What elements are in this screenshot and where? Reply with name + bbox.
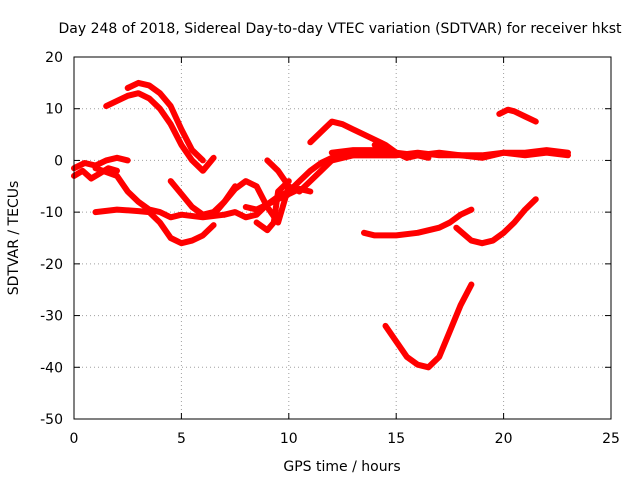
grid-lines: [74, 57, 611, 419]
series-arc-14: [328, 147, 571, 159]
y-tick-label: -20: [40, 257, 63, 273]
y-tick-label: -50: [40, 412, 63, 428]
x-axis-ticks: 0 5 10 15 20 25: [70, 57, 620, 447]
series-arc-2: [71, 165, 120, 182]
y-tick-label: 0: [54, 153, 63, 169]
series-arc-16: [361, 206, 475, 239]
x-tick-label: 0: [70, 431, 79, 447]
series-arc-19: [496, 106, 539, 125]
y-tick-label: -30: [40, 309, 63, 325]
chart-title: Day 248 of 2018, Sidereal Day-to-day VTE…: [59, 21, 622, 37]
y-tick-label: -40: [40, 360, 63, 376]
data-series-group: [71, 79, 571, 371]
series-arc-15: [371, 141, 432, 161]
series-arc-11: [253, 178, 292, 234]
x-tick-label: 15: [387, 431, 405, 447]
y-tick-label: -10: [40, 205, 63, 221]
y-tick-label: 10: [45, 102, 63, 118]
series-arc-17: [382, 281, 475, 371]
y-axis-ticks: -50 -40 -30 -20 -10 0 10 20: [40, 50, 611, 428]
x-tick-label: 25: [602, 431, 620, 447]
x-tick-label: 10: [280, 431, 298, 447]
y-axis-title: SDTVAR / TECUs: [6, 181, 22, 296]
series-arc-1: [71, 154, 131, 172]
x-tick-label: 20: [495, 431, 513, 447]
series-arc-5: [92, 206, 217, 247]
series-arc-18: [453, 196, 539, 247]
series-arc-6: [92, 165, 228, 221]
y-tick-label: 20: [45, 50, 63, 66]
series-arc-4: [124, 79, 206, 164]
x-axis-title: GPS time / hours: [283, 459, 400, 475]
x-tick-label: 5: [177, 431, 186, 447]
plot-frame: [73, 56, 612, 420]
series-arc-3: [103, 90, 217, 174]
